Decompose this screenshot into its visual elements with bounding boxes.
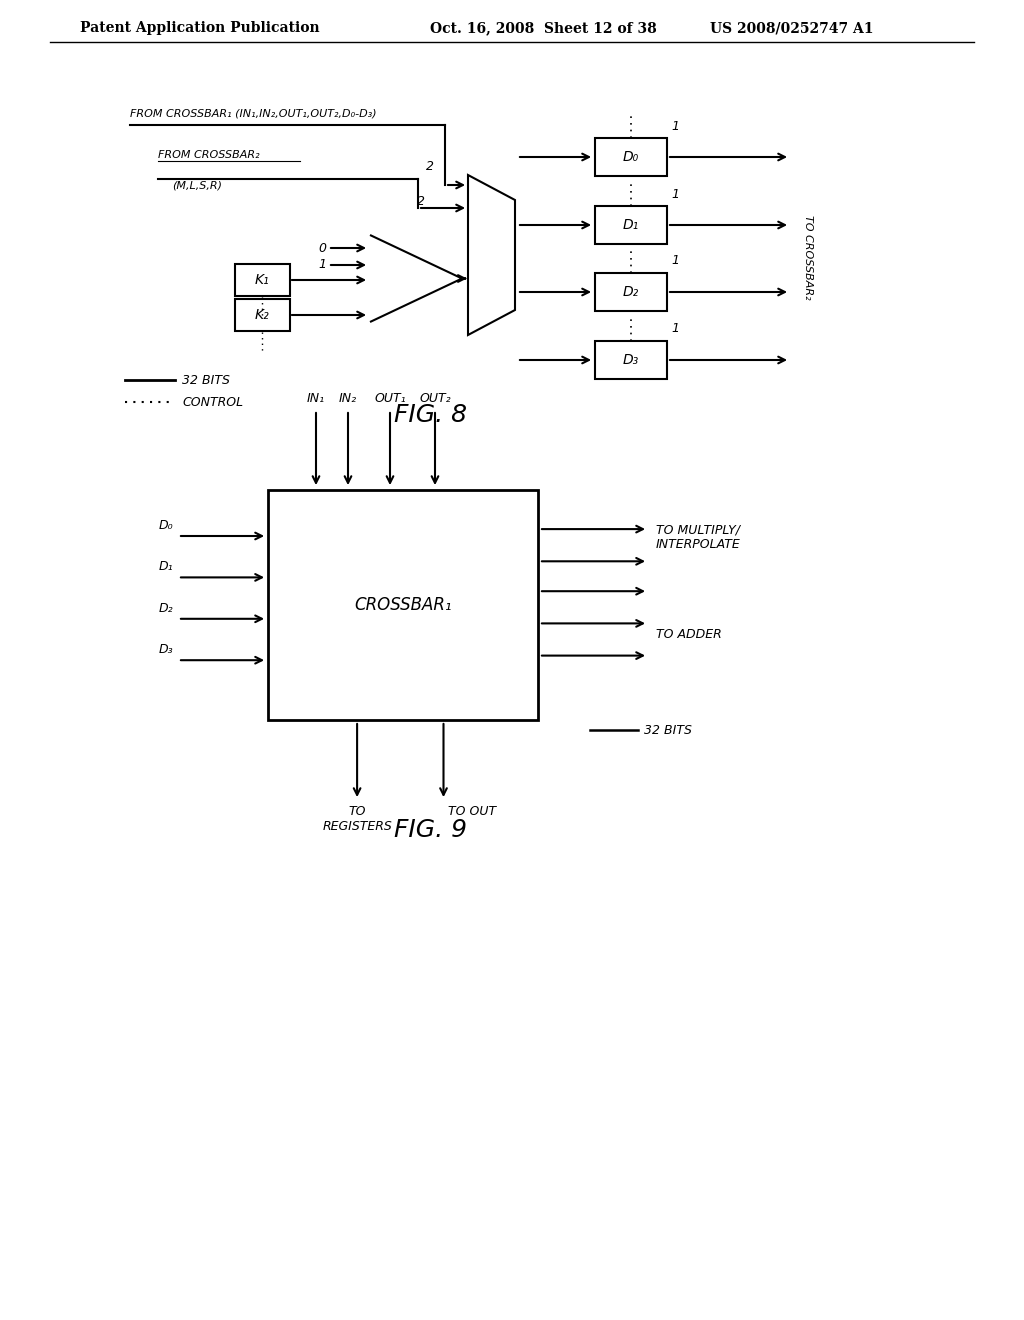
Text: D₁: D₁ <box>623 218 639 232</box>
Text: FIG. 8: FIG. 8 <box>393 403 467 426</box>
Bar <box>234 264 290 296</box>
Text: FIG. 9: FIG. 9 <box>393 818 467 842</box>
Text: OUT₂: OUT₂ <box>419 392 451 405</box>
Bar <box>268 490 538 719</box>
Text: FROM CROSSBAR₁ (IN₁,IN₂,OUT₁,OUT₂,D₀-D₃): FROM CROSSBAR₁ (IN₁,IN₂,OUT₁,OUT₂,D₀-D₃) <box>130 110 377 119</box>
Text: CROSSBAR₁: CROSSBAR₁ <box>354 597 452 614</box>
Text: 32 BITS: 32 BITS <box>644 723 692 737</box>
Text: 1: 1 <box>671 187 679 201</box>
Text: TO CROSSBAR₂: TO CROSSBAR₂ <box>803 215 813 300</box>
Text: Oct. 16, 2008  Sheet 12 of 38: Oct. 16, 2008 Sheet 12 of 38 <box>430 21 656 36</box>
Text: 1: 1 <box>671 120 679 132</box>
Bar <box>234 300 290 331</box>
Text: OUT₁: OUT₁ <box>374 392 406 405</box>
Text: D₃: D₃ <box>159 643 173 656</box>
Text: Patent Application Publication: Patent Application Publication <box>80 21 319 36</box>
Text: D₃: D₃ <box>623 352 639 367</box>
Text: 1: 1 <box>671 322 679 335</box>
Text: D₁: D₁ <box>159 561 173 573</box>
Text: CONTROL: CONTROL <box>182 396 243 408</box>
Text: FROM CROSSBAR₂: FROM CROSSBAR₂ <box>158 150 260 160</box>
Text: IN₁: IN₁ <box>307 392 325 405</box>
Text: US 2008/0252747 A1: US 2008/0252747 A1 <box>710 21 873 36</box>
Text: 0: 0 <box>318 242 326 255</box>
Text: K₁: K₁ <box>255 273 269 286</box>
Text: 32 BITS: 32 BITS <box>182 374 229 387</box>
Text: 2: 2 <box>426 160 434 173</box>
Text: D₀: D₀ <box>159 519 173 532</box>
Text: 1: 1 <box>318 259 326 272</box>
Text: (M,L,S,R): (M,L,S,R) <box>172 180 222 190</box>
Bar <box>595 341 667 379</box>
Text: 2: 2 <box>417 195 425 209</box>
Bar <box>595 273 667 312</box>
Text: TO MULTIPLY/
INTERPOLATE: TO MULTIPLY/ INTERPOLATE <box>656 523 740 552</box>
Text: IN₂: IN₂ <box>339 392 357 405</box>
Text: D₂: D₂ <box>159 602 173 615</box>
Text: D₀: D₀ <box>623 150 639 164</box>
Text: TO OUT: TO OUT <box>449 805 497 818</box>
Text: TO
REGISTERS: TO REGISTERS <box>323 805 392 833</box>
Bar <box>595 206 667 244</box>
Text: 1: 1 <box>671 255 679 268</box>
Text: TO ADDER: TO ADDER <box>656 628 722 642</box>
Bar <box>595 139 667 176</box>
Text: K₂: K₂ <box>255 308 269 322</box>
Text: D₂: D₂ <box>623 285 639 300</box>
